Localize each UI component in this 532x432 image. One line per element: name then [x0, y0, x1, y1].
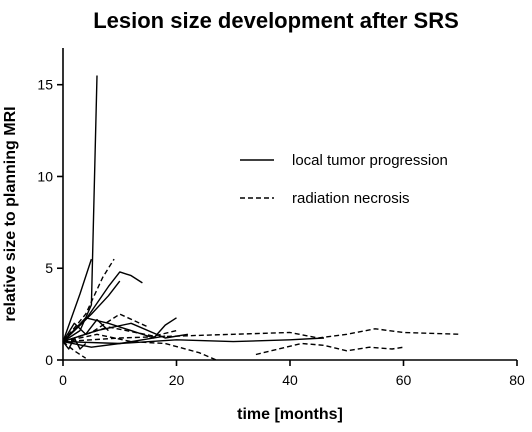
- local-tumor-progression-line-3: [62, 280, 121, 343]
- local-tumor-progression-line-1: [62, 258, 93, 342]
- y-tick-label: 15: [37, 77, 53, 93]
- y-tick-label: 0: [45, 352, 53, 368]
- plot-lines: [62, 75, 461, 361]
- x-tick-label: 80: [509, 372, 525, 388]
- radiation-necrosis-line-15: [62, 326, 177, 343]
- x-axis-ticks: 0 20 40 60 80: [59, 360, 525, 388]
- radiation-necrosis-line-13: [62, 328, 461, 343]
- x-axis-label: time [months]: [237, 406, 343, 423]
- legend: local tumor progression radiation necros…: [240, 152, 448, 207]
- y-tick-label: 5: [45, 260, 53, 276]
- radiation-necrosis-line-10: [62, 258, 115, 343]
- radiation-necrosis-line-14: [62, 333, 217, 361]
- chart-title: Lesion size development after SRS: [93, 8, 459, 33]
- x-tick-label: 60: [396, 372, 412, 388]
- legend-label-radiation-necrosis: radiation necrosis: [292, 190, 410, 207]
- y-axis-ticks: 0 5 10 15: [37, 77, 63, 368]
- y-axis-label: relative size to planning MRI: [2, 106, 19, 321]
- local-tumor-progression-line-8: [62, 337, 325, 345]
- y-tick-label: 10: [37, 168, 53, 184]
- local-tumor-progression-line-5: [62, 317, 177, 343]
- x-tick-label: 20: [169, 372, 185, 388]
- radiation-necrosis-line-16: [255, 342, 404, 356]
- legend-label-local-tumor-progression: local tumor progression: [292, 152, 448, 169]
- local-tumor-progression-line-9: [62, 335, 166, 348]
- x-tick-label: 0: [59, 372, 67, 388]
- radiation-necrosis-line-11: [62, 341, 87, 359]
- local-tumor-progression-line-6: [62, 322, 189, 343]
- x-tick-label: 40: [282, 372, 298, 388]
